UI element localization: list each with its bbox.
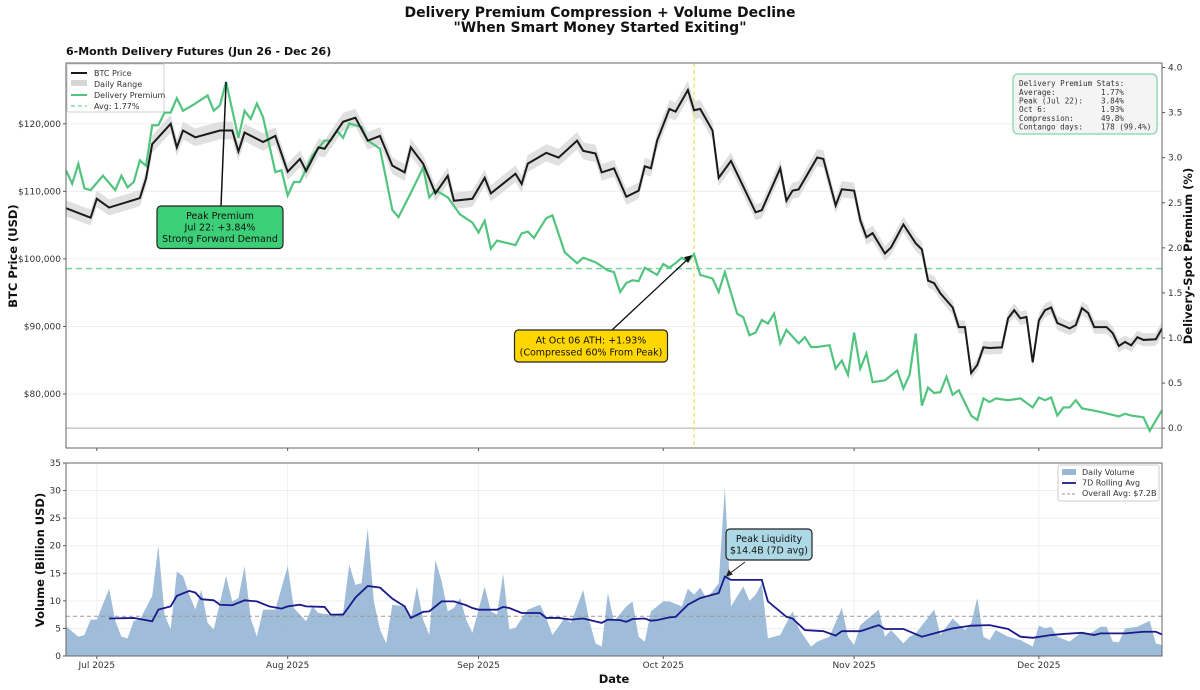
ath-annotation-text: (Compressed 60% From Peak) xyxy=(520,348,663,359)
x-tick-label: Aug 2025 xyxy=(266,661,309,671)
legend-label: Daily Range xyxy=(94,80,142,89)
x-tick-label: Oct 2025 xyxy=(643,661,684,671)
y-tick-label: 15 xyxy=(50,569,61,579)
legend-label: Delivery Premium xyxy=(94,91,166,100)
volume-chart: 0 5 10 15 20 25 30 35 Jul 2025 Aug 2025 Sep 2025 Oc… xyxy=(50,459,1163,671)
plot-frame xyxy=(65,62,1163,449)
peak-premium-annotation-text: Peak Premium xyxy=(186,211,254,222)
volume-area xyxy=(66,487,1162,656)
annotation-arrow xyxy=(220,81,227,207)
ath-annotation: At Oct 06 ATH: +1.93%(Compressed 60% Fro… xyxy=(513,255,693,363)
right-y-axis-label: Delivery-Spot Premium (%) xyxy=(1181,168,1195,344)
y-tick-label: 20 xyxy=(50,542,62,552)
stats-box-frame xyxy=(1012,73,1158,135)
peak-liquidity-annotation-text: Peak Liquidity xyxy=(736,534,803,545)
y2-tick-label: 1.5 xyxy=(1168,289,1182,299)
stats-label: Peak (Jul 22): xyxy=(1019,97,1083,106)
peak-premium-annotation-text: Jul 22: +3.84% xyxy=(184,223,256,234)
stats-label: Oct 6: xyxy=(1019,105,1046,114)
stats-label: Average: xyxy=(1019,88,1056,97)
rolling-avg-line xyxy=(109,575,1163,639)
y-tick-label: $100,000 xyxy=(18,255,61,265)
ath-annotation-box xyxy=(513,329,669,363)
y-tick-label: 5 xyxy=(55,624,61,634)
y2-tick-label: 0.5 xyxy=(1168,379,1182,389)
peak-liquidity-annotation-text: $14.4B (7D avg) xyxy=(730,546,808,557)
y2-tick-label: 1.0 xyxy=(1168,334,1183,344)
x-tick-label: Nov 2025 xyxy=(832,661,875,671)
arrowhead xyxy=(684,255,693,264)
stats-value: 49.8% xyxy=(1101,114,1124,123)
x-tick-label: Sep 2025 xyxy=(457,661,500,671)
y-tick-label: 35 xyxy=(50,459,61,469)
annotation-arrow xyxy=(611,255,692,331)
price-premium-chart: $80,000 $90,000 $100,000 $110,000 $120,000 0.… xyxy=(18,62,1183,451)
top-chart-title: 6-Month Delivery Futures (Jun 26 - Dec 2… xyxy=(66,45,331,58)
y-tick-label: $110,000 xyxy=(18,187,61,197)
y2-tick-label: 0.0 xyxy=(1168,424,1183,434)
x-tick-label: Dec 2025 xyxy=(1017,661,1060,671)
y-tick-label: 0 xyxy=(55,652,61,662)
x-tick-label: Jul 2025 xyxy=(77,661,115,671)
stats-value: 178 (99.4%) xyxy=(1101,122,1151,131)
stats-value: 1.93% xyxy=(1101,105,1124,114)
peak-premium-annotation-box xyxy=(156,205,284,250)
legend-label: Daily Volume xyxy=(1082,468,1135,477)
stats-value: 1.77% xyxy=(1101,88,1124,97)
stats-label: Compression: xyxy=(1019,114,1074,123)
stats-title: Delivery Premium Stats: xyxy=(1019,79,1124,88)
y-tick-label: 25 xyxy=(50,514,61,524)
peak-liquidity-annotation: Peak Liquidity$14.4B (7D avg) xyxy=(725,528,813,577)
x-axis-label: Date xyxy=(599,672,630,686)
legend-label: Avg: 1.77% xyxy=(94,102,140,111)
legend-swatch-range xyxy=(71,80,87,86)
y-tick-label: $90,000 xyxy=(24,322,61,332)
legend-label: 7D Rolling Avg xyxy=(1082,479,1140,488)
stats-value: 3.84% xyxy=(1101,97,1124,106)
left-y-axis-label: BTC Price (USD) xyxy=(6,204,20,307)
ath-annotation-text: At Oct 06 ATH: +1.93% xyxy=(536,336,647,347)
peak-premium-annotation-text: Strong Forward Demand xyxy=(162,234,278,245)
y2-tick-label: 2.0 xyxy=(1168,244,1183,254)
stats-box: Delivery Premium Stats:Average: 1.77% Peak… xyxy=(1012,73,1158,135)
legend-box xyxy=(1057,464,1160,502)
legend-label: Overall Avg: $7.2B xyxy=(1082,489,1157,498)
figure-subtitle: "When Smart Money Started Exiting" xyxy=(453,20,746,36)
figure-title: Delivery Premium Compression + Volume De… xyxy=(404,5,795,21)
y2-tick-label: 3.0 xyxy=(1168,154,1183,164)
y-tick-label: 10 xyxy=(50,597,62,607)
y2-tick-label: 2.5 xyxy=(1168,199,1182,209)
legend-label: BTC Price xyxy=(94,69,132,78)
plot-frame xyxy=(65,462,1163,657)
stats-label: Contango days: xyxy=(1019,122,1083,131)
y2-tick-label: 3.5 xyxy=(1168,109,1182,119)
legend-box xyxy=(66,63,165,113)
volume-y-axis-label: Volume (Billion USD) xyxy=(33,493,47,627)
peak-liquidity-annotation-box xyxy=(725,528,813,561)
y-tick-label: $80,000 xyxy=(24,390,61,400)
legend-swatch-volume xyxy=(1062,469,1076,475)
arrowhead xyxy=(725,569,733,577)
y2-tick-label: 4.0 xyxy=(1168,64,1183,74)
y-tick-label: $120,000 xyxy=(18,120,61,130)
price-line xyxy=(65,87,1163,376)
legend: BTC Price Daily Range Delivery Premium Avg:… xyxy=(66,63,166,113)
y-tick-label: 30 xyxy=(50,487,62,497)
